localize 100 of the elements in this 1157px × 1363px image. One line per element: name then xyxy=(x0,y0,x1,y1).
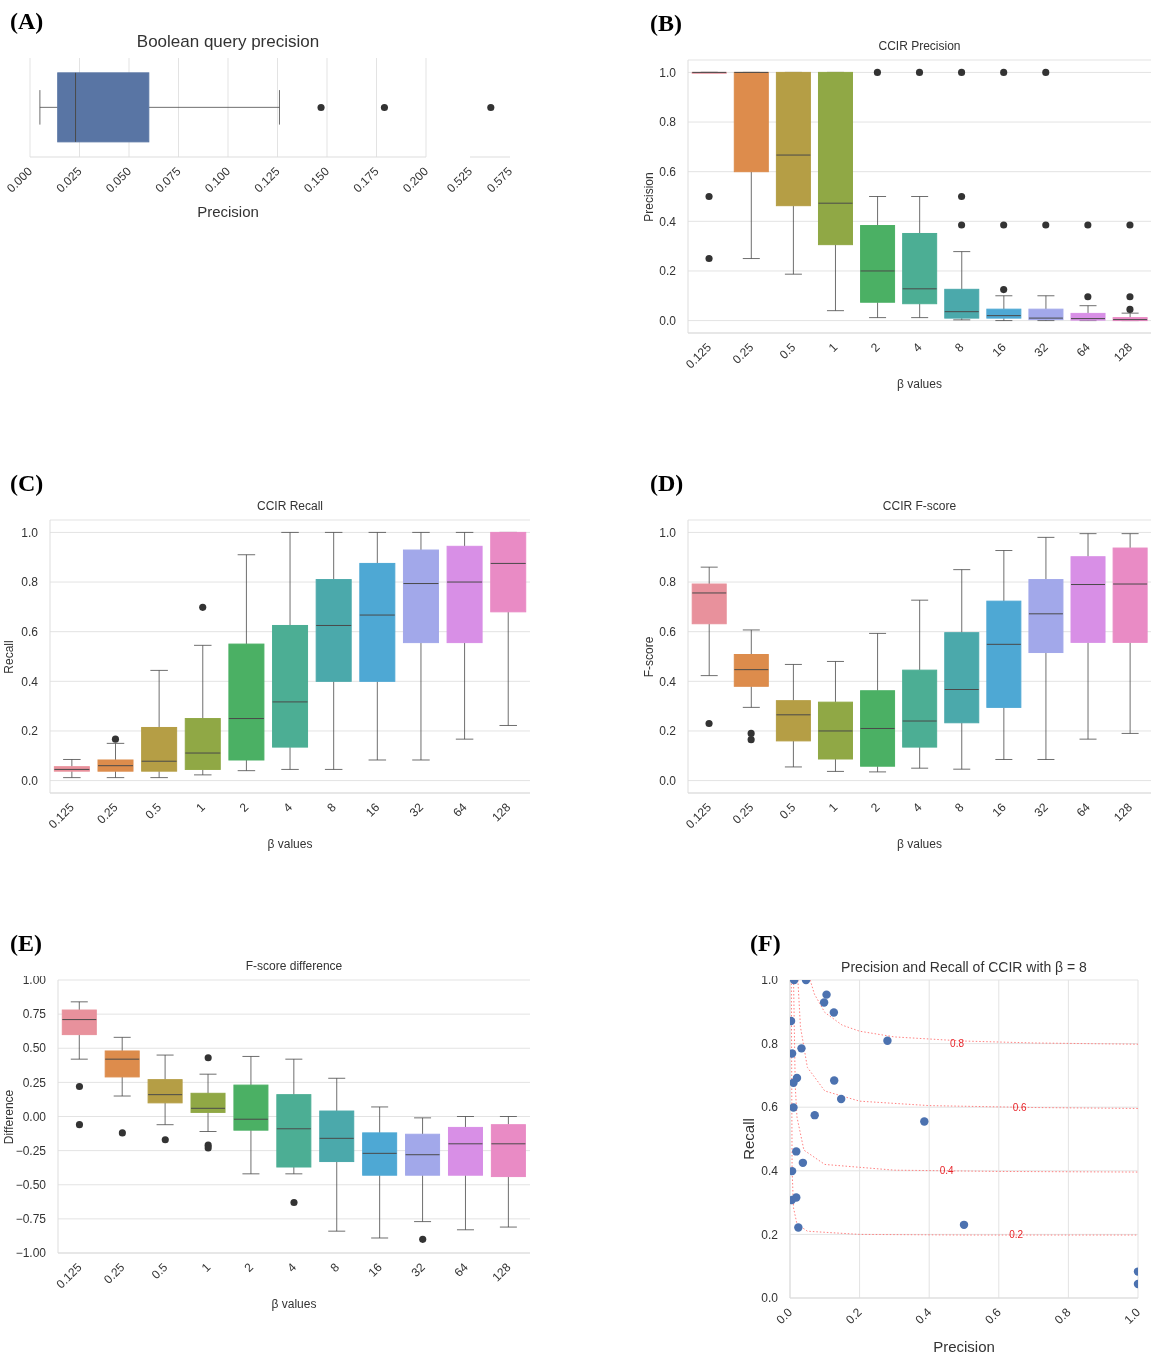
text: (A) xyxy=(10,8,44,35)
y-tick-label: 1.0 xyxy=(659,65,677,80)
x-tick-label: 8 xyxy=(327,1259,343,1275)
y-tick-label: 0.0 xyxy=(659,313,677,328)
y-tick-label: 0.6 xyxy=(761,1100,779,1115)
x-tick-label: 8 xyxy=(952,339,967,355)
x-tick-label: 1.0 xyxy=(1121,1304,1144,1327)
x-tick-label: 2 xyxy=(867,799,883,815)
y-tick-label: 0.0 xyxy=(659,773,677,788)
y-tick-label: 0.4 xyxy=(659,214,677,229)
y-axis-title: Difference xyxy=(1,1089,17,1144)
chart-title: F-score difference xyxy=(244,959,344,973)
annotation: 0.4 xyxy=(939,1165,954,1177)
x-tick-label: 32 xyxy=(408,1259,429,1280)
y-axis-title: Precision xyxy=(641,171,657,222)
y-tick-label: 0.4 xyxy=(21,674,39,689)
y-tick-label: 0.0 xyxy=(21,773,39,788)
annotation: 0.8 xyxy=(950,1038,965,1050)
chart-title: CCIR Precision xyxy=(877,39,962,53)
text: (D) xyxy=(650,470,684,497)
chart-title: Precision and Recall of CCIR with β = 8 xyxy=(840,959,1088,975)
y-tick-label: 0.75 xyxy=(22,1007,47,1022)
x-tick-label: 32 xyxy=(1031,339,1052,360)
x-tick-label: 16 xyxy=(989,799,1009,820)
y-tick-label: −1.00 xyxy=(15,1246,47,1261)
y-tick-label: 0.4 xyxy=(761,1164,779,1178)
y-tick-label: 0.00 xyxy=(22,1109,47,1124)
x-tick-label: 0.25 xyxy=(101,1259,128,1287)
text: (C) xyxy=(10,470,44,497)
x-tick-label: 0.4 xyxy=(912,1304,935,1327)
y-tick-label: 0.6 xyxy=(659,624,677,639)
x-tick-label: 32 xyxy=(406,799,427,820)
x-tick-label: 16 xyxy=(365,1259,386,1280)
x-tick-label: 0.25 xyxy=(729,799,757,827)
x-tick-label: 64 xyxy=(451,1259,471,1280)
x-tick-label: 128 xyxy=(1110,339,1136,365)
y-tick-label: 0.8 xyxy=(659,575,677,590)
x-tick-label: 0.5 xyxy=(142,799,165,822)
x-tick-label: 4 xyxy=(909,339,925,355)
y-axis-title: F-score xyxy=(641,636,657,677)
x-axis-title: β values xyxy=(896,376,943,393)
x-tick-label: 64 xyxy=(450,799,470,820)
x-tick-label: 32 xyxy=(1031,799,1052,820)
x-tick-label: 0.5 xyxy=(148,1259,171,1282)
y-tick-label: 1.0 xyxy=(21,525,39,540)
x-axis-title: β values xyxy=(270,1296,318,1313)
y-tick-label: −0.50 xyxy=(15,1177,47,1192)
y-tick-label: 1.00 xyxy=(22,973,47,988)
x-tick-label: 128 xyxy=(1110,799,1136,825)
chart-title: Boolean query precision xyxy=(136,32,320,51)
y-axis-title: Recall xyxy=(740,1118,757,1160)
x-tick-label: 0.25 xyxy=(729,339,757,367)
x-tick-label: 128 xyxy=(489,1259,514,1285)
y-tick-label: −0.25 xyxy=(15,1143,47,1158)
x-tick-label: 1 xyxy=(825,339,841,355)
x-tick-label: 0.2 xyxy=(842,1304,865,1327)
x-tick-label: 128 xyxy=(489,799,514,825)
chart-title: CCIR Recall xyxy=(256,499,324,513)
x-tick-label: 1 xyxy=(193,799,209,815)
x-tick-label: 1 xyxy=(198,1259,214,1275)
x-tick-label: 1 xyxy=(825,799,841,815)
x-axis-title: Precision xyxy=(196,203,260,221)
x-tick-label: 2 xyxy=(236,799,252,815)
x-tick-label: 8 xyxy=(324,799,339,815)
x-tick-label: 0.5 xyxy=(776,799,799,822)
annotation: 0.2 xyxy=(1009,1228,1024,1240)
annotation: 0.6 xyxy=(1012,1101,1028,1113)
y-tick-label: 0.2 xyxy=(659,724,677,739)
text: (B) xyxy=(650,10,682,37)
text: (E) xyxy=(10,930,42,957)
y-tick-label: 0.25 xyxy=(22,1075,47,1090)
y-tick-label: 0.8 xyxy=(659,115,677,130)
y-tick-label: 0.4 xyxy=(659,674,677,689)
x-axis-title: β values xyxy=(266,836,314,853)
y-tick-label: 0.2 xyxy=(761,1227,779,1242)
x-tick-label: 4 xyxy=(284,1259,300,1275)
x-tick-label: 0.25 xyxy=(94,799,121,827)
x-tick-label: 0.6 xyxy=(982,1304,1005,1327)
y-tick-label: −0.75 xyxy=(15,1212,47,1227)
y-tick-label: 0.6 xyxy=(21,624,39,639)
chart-title: CCIR F-score xyxy=(881,499,958,513)
y-tick-label: 1.0 xyxy=(761,973,779,988)
x-tick-label: 4 xyxy=(280,799,296,815)
x-tick-label: 4 xyxy=(909,799,925,815)
x-axis-title: Precision xyxy=(932,1338,996,1356)
x-tick-label: 8 xyxy=(952,799,967,815)
x-tick-label: 2 xyxy=(241,1259,257,1275)
x-tick-label: 2 xyxy=(867,339,883,355)
y-tick-label: 0.50 xyxy=(22,1041,47,1056)
y-tick-label: 0.0 xyxy=(761,1291,779,1306)
y-tick-label: 1.0 xyxy=(659,525,677,540)
y-tick-label: 0.2 xyxy=(21,724,39,739)
x-tick-label: 0.8 xyxy=(1051,1304,1074,1327)
x-tick-label: 16 xyxy=(363,799,383,820)
x-axis-title: β values xyxy=(896,836,943,853)
y-tick-label: 0.8 xyxy=(761,1036,779,1051)
x-tick-label: 64 xyxy=(1073,799,1094,820)
x-tick-label: 16 xyxy=(989,339,1009,360)
text: (F) xyxy=(750,930,781,957)
x-tick-label: 0.5 xyxy=(776,339,799,362)
